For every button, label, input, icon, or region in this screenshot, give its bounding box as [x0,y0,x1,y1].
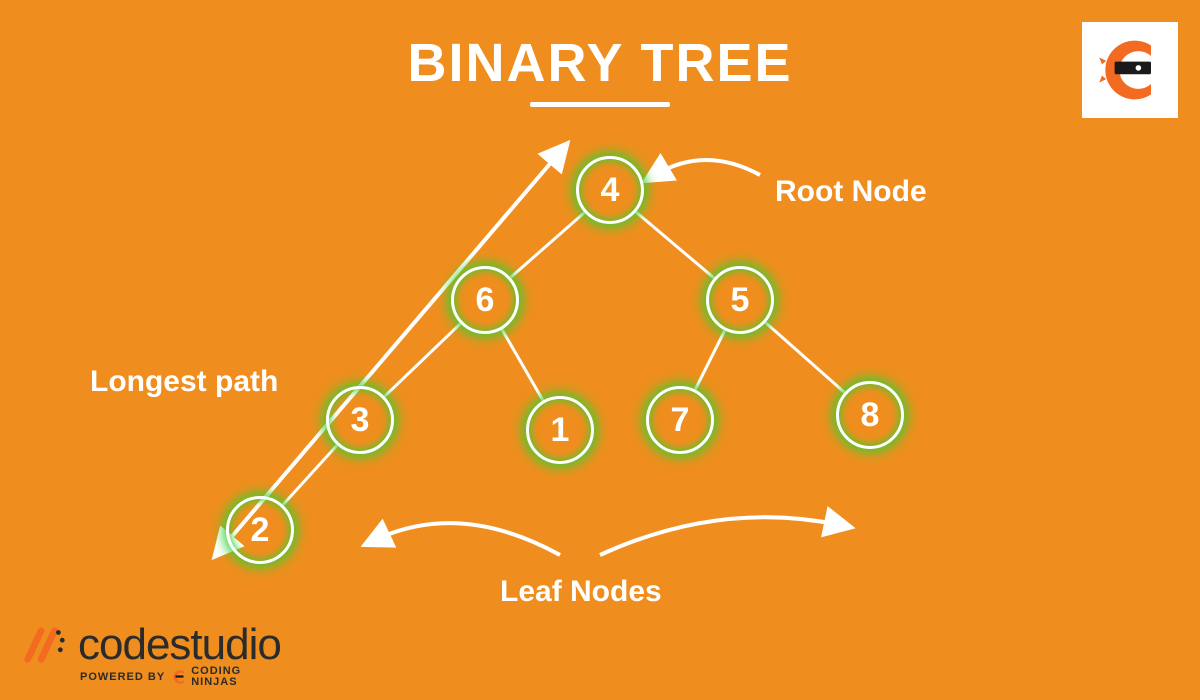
tree-node: 8 [836,381,904,449]
tree-edge [765,323,844,393]
tree-edge [636,212,714,278]
longest-path-arrow [222,152,560,548]
footer: codestudio POWERED BY CODING NINJAS [20,620,281,688]
tree-edge [695,330,725,389]
root-node-label: Root Node [775,175,927,209]
codestudio-icon [20,621,68,669]
tree-edge [385,324,461,397]
annotation-arrows [222,152,840,555]
tree-node: 5 [706,266,774,334]
tree-node: 1 [526,396,594,464]
leaf-nodes-label: Leaf Nodes [500,575,662,609]
leaf-arrow-right [600,517,840,555]
codestudio-text: codestudio [78,620,281,670]
root-arrow [655,160,760,175]
tree-node: 3 [326,386,394,454]
tree-node: 4 [576,156,644,224]
tree-edge [511,212,585,277]
leaf-arrow-left [375,523,560,555]
tree-node: 6 [451,266,519,334]
codestudio-logo: codestudio [20,620,281,670]
tree-edge [283,445,337,505]
tree-node: 7 [646,386,714,454]
tree-edge [502,329,543,400]
tree-node: 2 [226,496,294,564]
coding-ninjas-mini-logo: CODING NINJAS [171,666,241,688]
longest-path-label: Longest path [90,365,278,399]
